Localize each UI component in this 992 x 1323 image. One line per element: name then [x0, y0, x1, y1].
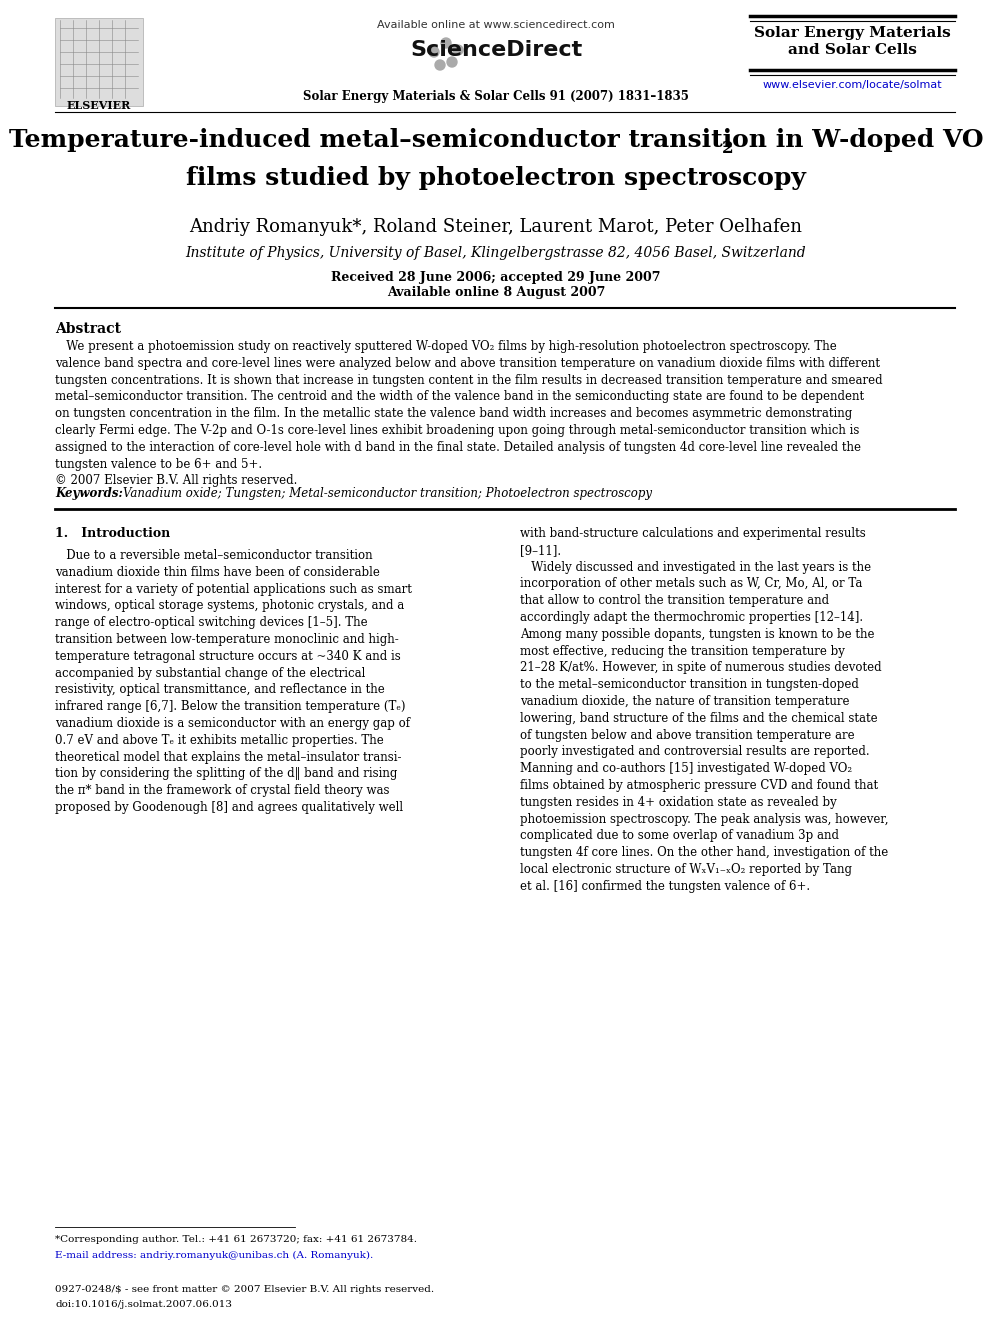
Text: 2: 2 — [722, 140, 734, 157]
Text: E-mail address: andriy.romanyuk@unibas.ch (A. Romanyuk).: E-mail address: andriy.romanyuk@unibas.c… — [55, 1252, 373, 1259]
Bar — [55, 19, 143, 106]
Text: Vanadium oxide; Tungsten; Metal-semiconductor transition; Photoelectron spectros: Vanadium oxide; Tungsten; Metal-semicond… — [123, 487, 652, 500]
Circle shape — [429, 48, 439, 57]
Text: Available online 8 August 2007: Available online 8 August 2007 — [387, 286, 605, 299]
Text: Solar Energy Materials & Solar Cells 91 (2007) 1831–1835: Solar Energy Materials & Solar Cells 91 … — [304, 90, 688, 103]
Text: Temperature-induced metal–semiconductor transition in W-doped VO: Temperature-induced metal–semiconductor … — [9, 128, 983, 152]
Text: doi:10.1016/j.solmat.2007.06.013: doi:10.1016/j.solmat.2007.06.013 — [55, 1301, 232, 1308]
Text: ELSEVIER: ELSEVIER — [66, 101, 131, 111]
Text: 1.   Introduction: 1. Introduction — [55, 527, 171, 540]
Text: with band-structure calculations and experimental results
[9–11].
   Widely disc: with band-structure calculations and exp… — [520, 527, 889, 893]
Text: Keywords:: Keywords: — [55, 487, 123, 500]
Text: Received 28 June 2006; accepted 29 June 2007: Received 28 June 2006; accepted 29 June … — [331, 271, 661, 284]
Circle shape — [453, 45, 463, 56]
Text: films studied by photoelectron spectroscopy: films studied by photoelectron spectrosc… — [186, 165, 806, 191]
Text: Abstract: Abstract — [55, 321, 121, 336]
Text: Solar Energy Materials
and Solar Cells: Solar Energy Materials and Solar Cells — [754, 26, 951, 57]
Text: *Corresponding author. Tel.: +41 61 2673720; fax: +41 61 2673784.: *Corresponding author. Tel.: +41 61 2673… — [55, 1234, 417, 1244]
Text: Andriy Romanyuk*, Roland Steiner, Laurent Marot, Peter Oelhafen: Andriy Romanyuk*, Roland Steiner, Lauren… — [189, 218, 803, 235]
Text: Institute of Physics, University of Basel, Klingelbergstrasse 82, 4056 Basel, Sw: Institute of Physics, University of Base… — [186, 246, 806, 261]
Text: 0927-0248/$ - see front matter © 2007 Elsevier B.V. All rights reserved.: 0927-0248/$ - see front matter © 2007 El… — [55, 1285, 434, 1294]
Circle shape — [435, 60, 445, 70]
Text: Available online at www.sciencedirect.com: Available online at www.sciencedirect.co… — [377, 20, 615, 30]
Text: ScienceDirect: ScienceDirect — [410, 40, 582, 60]
Text: www.elsevier.com/locate/solmat: www.elsevier.com/locate/solmat — [763, 79, 942, 90]
Circle shape — [441, 38, 451, 48]
Text: We present a photoemission study on reactively sputtered W-doped VO₂ films by hi: We present a photoemission study on reac… — [55, 340, 883, 487]
Text: Due to a reversible metal–semiconductor transition
vanadium dioxide thin films h: Due to a reversible metal–semiconductor … — [55, 549, 412, 814]
Circle shape — [447, 57, 457, 67]
